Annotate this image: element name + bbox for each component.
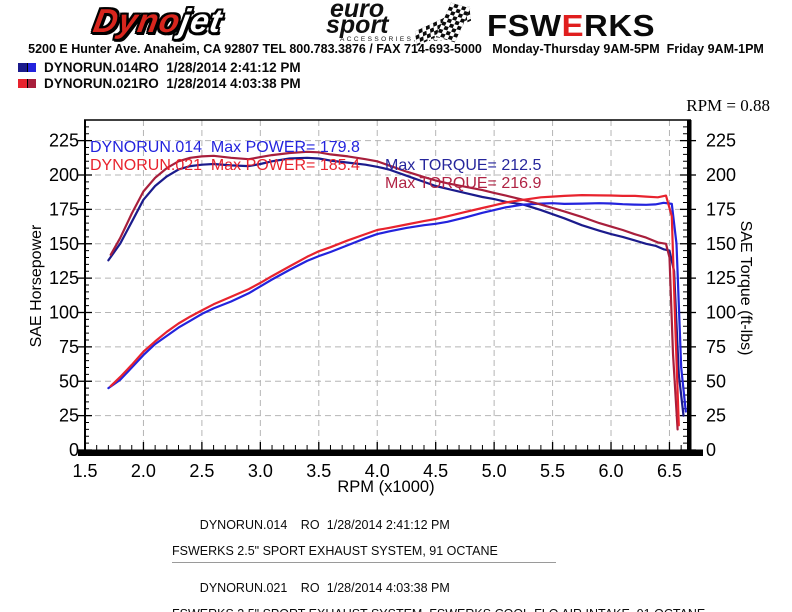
run1-power-curve (107, 201, 687, 413)
run2-name: DYNORUN.021 (199, 581, 288, 595)
run1-torque-curve (107, 156, 685, 417)
run2-info: DYNORUN.021 RO 1/28/2014 4:03:38 PM FSWERK… (172, 569, 705, 612)
y-left-tick-label: 25 (59, 406, 79, 426)
shop-address-line: 5200 E Hunter Ave. Anaheim, CA 92807 TEL… (28, 42, 764, 56)
run2-ro: RO (300, 581, 320, 595)
x-tick-label: 4.5 (423, 461, 448, 481)
y-left-tick-label: 100 (49, 303, 79, 323)
y-right-tick-label: 50 (706, 371, 726, 391)
run2-description: FSWERKS 2.5" SPORT EXHAUST SYSTEM, FSWER… (172, 608, 705, 612)
run2-datetime: 1/28/2014 4:03:38 PM (326, 581, 450, 595)
y-right-tick-label: 150 (706, 234, 736, 254)
smoothing-factor-label: RPM = 0.88 (686, 96, 770, 115)
run2-color-swatch (18, 79, 36, 88)
run1-datetime: 1/28/2014 2:41:12 PM (326, 518, 450, 532)
y-left-tick-label: 0 (69, 440, 79, 460)
run2-power-curve (109, 194, 680, 427)
run1-description: FSWERKS 2.5" SPORT EXHAUST SYSTEM, 91 OC… (172, 544, 498, 558)
eurosport-logo: euro sport ACCESSORIES, INC. (326, 0, 480, 47)
run-legend: DYNORUN.014RO 1/28/2014 2:41:12 PM DYNOR… (18, 60, 301, 92)
run2-torque-curve (109, 150, 679, 431)
run2-max-power-annotation: DYNORUN.021 Max POWER= 185.4 (90, 157, 360, 174)
x-tick-label: 6.0 (599, 461, 624, 481)
y-right-tick-label: 175 (706, 199, 736, 219)
x-tick-label: 2.5 (189, 461, 214, 481)
fswerks-logo-part2: RKS (584, 8, 656, 43)
y-right-tick-label: 125 (706, 268, 736, 288)
x-tick-label: 3.0 (248, 461, 273, 481)
run1-ro: RO (300, 518, 320, 532)
x-tick-label: 4.0 (365, 461, 390, 481)
run1-legend-label: DYNORUN.014RO 1/28/2014 2:41:12 PM (44, 60, 301, 75)
y-left-tick-label: 225 (49, 131, 79, 151)
y-right-tick-label: 100 (706, 303, 736, 323)
run1-max-torque-annotation: Max TORQUE= 212.5 (385, 157, 542, 174)
y-right-tick-label: 200 (706, 165, 736, 185)
x-tick-label: 1.5 (72, 461, 97, 481)
y-left-tick-label: 125 (49, 268, 79, 288)
y-right-tick-label: 75 (706, 337, 726, 357)
run1-color-swatch (18, 63, 36, 72)
y-right-axis-title: SAE Torque (ft-lbs) (737, 220, 754, 356)
y-right-tick-label: 0 (706, 440, 716, 460)
eurosport-subtext: ACCESSORIES, INC. (340, 36, 445, 43)
fswerks-logo-part1: FSW (487, 8, 562, 43)
x-axis-title: RPM (x1000) (337, 478, 435, 496)
x-tick-label: 5.5 (540, 461, 565, 481)
run2-legend-label: DYNORUN.021RO 1/28/2014 4:03:38 PM (44, 76, 301, 91)
y-right-tick-label: 25 (706, 406, 726, 426)
x-axis-bar (78, 449, 703, 456)
legend-row-run2: DYNORUN.021RO 1/28/2014 4:03:38 PM (18, 76, 301, 91)
run2-title-line: DYNORUN.021 RO 1/28/2014 4:03:38 PM (172, 569, 705, 608)
x-tick-label: 5.0 (482, 461, 507, 481)
x-tick-label: 3.5 (306, 461, 331, 481)
y-left-axis-title: SAE Horsepower (28, 224, 45, 348)
fswerks-logo: FSWERKS (487, 8, 655, 44)
plot-frame-right (687, 120, 692, 450)
x-tick-label: 2.0 (131, 461, 156, 481)
eurosport-word-euro: euro (330, 0, 385, 23)
y-left-tick-label: 50 (59, 371, 79, 391)
legend-row-run1: DYNORUN.014RO 1/28/2014 2:41:12 PM (18, 60, 301, 75)
y-left-tick-label: 175 (49, 199, 79, 219)
y-left-tick-label: 75 (59, 337, 79, 357)
y-left-tick-label: 150 (49, 234, 79, 254)
annotation-row-run1: DYNORUN.014 Max POWER= 179.8 Max TORQUE=… (0, 121, 541, 193)
divider-rule (172, 562, 556, 563)
run1-name: DYNORUN.014 (199, 518, 288, 532)
run-info-block: DYNORUN.014 RO 1/28/2014 2:41:12 PM FSWERK… (172, 506, 705, 612)
y-right-tick-label: 225 (706, 131, 736, 151)
run1-title-line: DYNORUN.014 RO 1/28/2014 2:41:12 PM (172, 506, 705, 545)
fswerks-logo-accent: E (561, 8, 585, 43)
run1-info: DYNORUN.014 RO 1/28/2014 2:41:12 PM FSWERK… (172, 506, 705, 563)
x-tick-label: 6.5 (657, 461, 682, 481)
run1-max-power-annotation: DYNORUN.014 Max POWER= 179.8 (90, 139, 360, 156)
y-left-tick-label: 200 (49, 165, 79, 185)
run2-max-torque-annotation: Max TORQUE= 216.9 (385, 175, 542, 192)
annotation-row-run2: DYNORUN.021 Max POWER= 185.4 Max TORQUE=… (0, 139, 541, 211)
